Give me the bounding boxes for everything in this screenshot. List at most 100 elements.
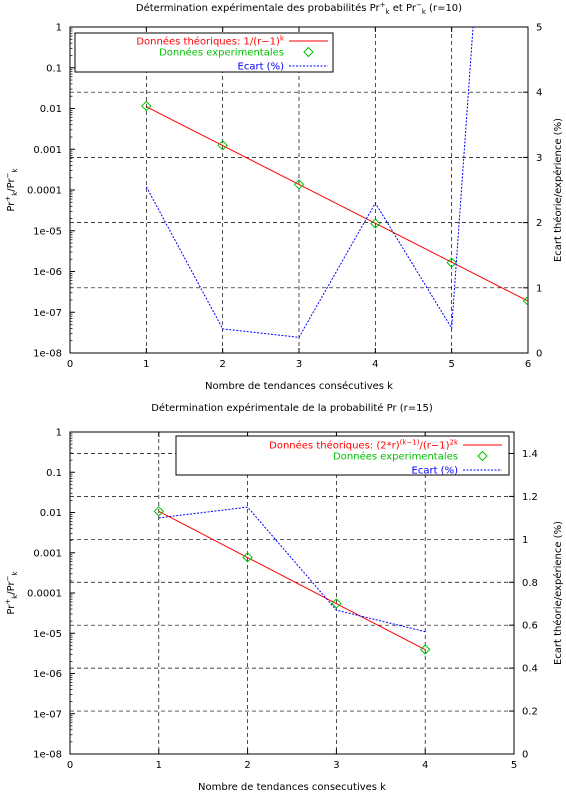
y-tick-label: 0.1 bbox=[46, 468, 62, 479]
legend: Données théoriques: (2*r)(k−1)/(r−1)2kDo… bbox=[175, 435, 510, 477]
legend-label-text: Données experimentales bbox=[333, 451, 458, 463]
data-point-marker bbox=[293, 179, 305, 190]
series-line bbox=[146, 106, 528, 302]
series-line bbox=[145, 27, 474, 338]
legend-box bbox=[175, 435, 510, 476]
y2-tick-label: 0.2 bbox=[522, 707, 538, 718]
y2-tick-label: 1 bbox=[522, 535, 528, 546]
y-tick-label: 0.1 bbox=[46, 63, 62, 74]
data-point-marker bbox=[419, 644, 431, 655]
y-tick-label: 0.0001 bbox=[27, 589, 62, 600]
series-line bbox=[158, 510, 426, 651]
title-text: (r=10) bbox=[426, 3, 462, 14]
x-tick-label: 3 bbox=[296, 359, 302, 370]
y-tick-label: 1 bbox=[56, 23, 62, 34]
legend-label-text: /(r−1) bbox=[419, 441, 449, 452]
legend-label: Données experimentales bbox=[159, 47, 284, 59]
y2-axis-label: Ecart théorie/expérience (%) bbox=[552, 521, 564, 665]
data-point-marker bbox=[446, 257, 457, 268]
data-point-marker bbox=[242, 552, 253, 563]
chart-title: Détermination expérimentale de la probab… bbox=[151, 402, 433, 414]
y-label-superscript: + bbox=[4, 196, 12, 202]
x-tick-label: 2 bbox=[219, 359, 225, 370]
data-point-marker bbox=[522, 295, 528, 307]
x-axis-label: Nombre de tendances consecutives k bbox=[198, 782, 386, 793]
y-tick-label: 1e-07 bbox=[33, 709, 62, 720]
y-label-subscript: k bbox=[11, 570, 19, 575]
y-tick-label: 1e-06 bbox=[33, 669, 62, 680]
legend-superscript: (k−1) bbox=[400, 439, 420, 447]
y-tick-label: 0.0001 bbox=[27, 186, 62, 197]
title-text: Détermination expérimentale de la probab… bbox=[151, 402, 433, 414]
y-tick-label: 1e-07 bbox=[33, 308, 62, 319]
x-tick-label: 5 bbox=[448, 359, 454, 370]
legend-label: Données théoriques: (2*r)(k−1)/(r−1)2k bbox=[269, 439, 459, 452]
y-label-text: Pr bbox=[6, 201, 17, 212]
x-axis-label: Nombre de tendances consécutives k bbox=[205, 380, 393, 392]
y-tick-label: 1e-05 bbox=[33, 629, 62, 640]
x-tick-label: 0 bbox=[67, 359, 73, 370]
y-tick-label: 1e-08 bbox=[33, 349, 62, 360]
y-tick-label: 0.001 bbox=[33, 548, 62, 559]
y-tick-label: 1e-08 bbox=[33, 750, 62, 761]
legend-label: Ecart (%) bbox=[238, 62, 285, 73]
title-text: et Pr bbox=[390, 3, 417, 14]
data-point-marker bbox=[331, 598, 342, 609]
x-tick-label: 5 bbox=[511, 760, 517, 771]
y-axis-label: Pr+k/Pr−k bbox=[4, 570, 19, 614]
x-tick-label: 1 bbox=[143, 359, 149, 370]
data-point-marker bbox=[217, 140, 228, 151]
data-point-marker bbox=[141, 100, 152, 112]
y-label-text: /Pr bbox=[6, 580, 17, 594]
title-text: Détermination expérimentale des probabil… bbox=[136, 2, 381, 14]
y-tick-label: 0.01 bbox=[40, 104, 62, 115]
x-tick-label: 0 bbox=[67, 760, 73, 771]
legend-label: Données experimentales bbox=[333, 451, 458, 463]
x-tick-label: 1 bbox=[156, 760, 162, 771]
legend-label-text: Données théoriques: 1/(r−1) bbox=[136, 36, 280, 48]
title-superscript: − bbox=[416, 1, 422, 9]
y-tick-label: 0.001 bbox=[33, 145, 62, 156]
legend-label-text: Ecart (%) bbox=[238, 62, 285, 73]
chart-2: 0 1 2 3 4 5 1 0.1 0.01 0.001 0.0001 1e-05 1e-06 1e-07… bbox=[4, 402, 564, 793]
y2-tick-label: 1.2 bbox=[522, 492, 538, 503]
y2-tick-label: 3 bbox=[536, 153, 542, 164]
y-tick-label: 1 bbox=[56, 428, 62, 439]
y2-tick-label: 0 bbox=[536, 349, 542, 360]
x-tick-label: 3 bbox=[333, 760, 339, 771]
y2-tick-label: 2 bbox=[536, 218, 542, 229]
y-tick-label: 1e-05 bbox=[33, 226, 62, 237]
y-label-text: /Pr bbox=[6, 177, 17, 191]
y-tick-label: 1e-06 bbox=[33, 267, 62, 278]
legend-superscript: k bbox=[280, 35, 285, 43]
y2-tick-label: 0.4 bbox=[522, 664, 538, 675]
y2-tick-label: 5 bbox=[536, 23, 542, 34]
y-label-superscript: + bbox=[4, 599, 12, 605]
chart-1: 0 1 2 3 4 5 6 1 0.1 0.01 0.001 0.0001 1e-05 1e-06 1e-0… bbox=[4, 1, 564, 392]
legend-label-text: Données théoriques: (2*r) bbox=[269, 440, 400, 452]
plot-frame bbox=[69, 431, 515, 755]
y2-tick-label: 0 bbox=[522, 750, 528, 761]
legend-label-text: Ecart (%) bbox=[412, 466, 459, 477]
data-point-marker bbox=[153, 506, 165, 517]
y-label-superscript: − bbox=[4, 575, 12, 581]
y2-tick-label: 1.4 bbox=[522, 449, 538, 460]
y-label-superscript: − bbox=[4, 172, 12, 178]
legend: Données théoriques: 1/(r−1)k Données expe… bbox=[74, 32, 334, 73]
chart-title: Détermination expérimentale des probabil… bbox=[136, 1, 462, 16]
title-superscript: + bbox=[380, 1, 386, 9]
legend-label: Ecart (%) bbox=[412, 466, 459, 477]
x-tick-label: 2 bbox=[244, 760, 250, 771]
legend-marker bbox=[303, 46, 314, 58]
x-tick-label: 4 bbox=[372, 359, 378, 370]
y-tick-label: 0.01 bbox=[40, 508, 62, 519]
legend-label-text: Données experimentales bbox=[159, 47, 284, 59]
data-point-marker bbox=[370, 218, 381, 229]
legend-marker bbox=[477, 450, 488, 462]
x-tick-label: 6 bbox=[525, 359, 531, 370]
y-label-text: Pr bbox=[6, 604, 17, 615]
y2-tick-label: 0.6 bbox=[522, 621, 538, 632]
title-subscript: k bbox=[385, 8, 390, 16]
y-label-subscript: k bbox=[11, 594, 19, 599]
